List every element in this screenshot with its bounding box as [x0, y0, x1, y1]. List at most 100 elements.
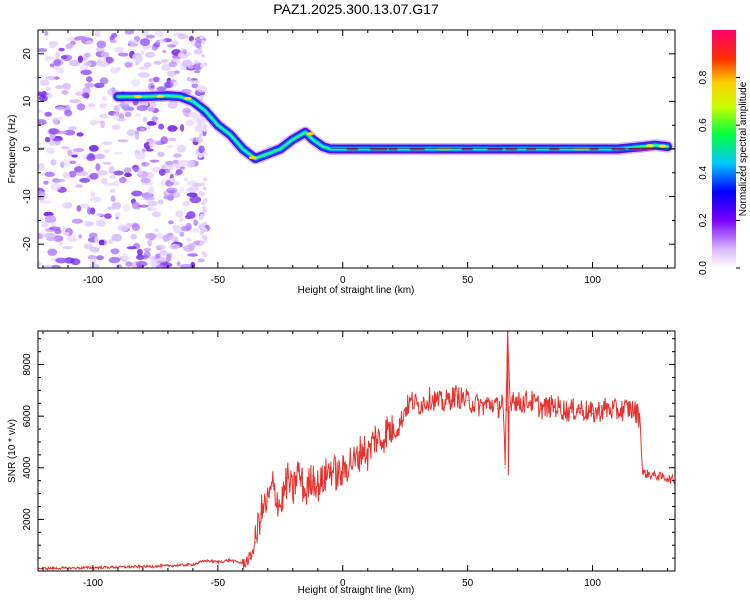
- noise-blob: [143, 254, 149, 260]
- noise-blob: [100, 51, 110, 58]
- noise-blob: [135, 113, 141, 117]
- noise-blob: [195, 117, 206, 125]
- noise-blob: [140, 104, 147, 109]
- colorbar-gradient: [712, 30, 736, 268]
- noise-blob: [194, 40, 202, 49]
- snr-point: [502, 397, 504, 399]
- snr-point: [304, 493, 306, 495]
- snr-point: [312, 474, 314, 477]
- y-tick-label: 8000: [22, 353, 33, 376]
- noise-blob: [132, 201, 139, 210]
- noise-blob: [76, 170, 89, 177]
- noise-blob: [140, 50, 145, 55]
- noise-blob: [198, 216, 203, 221]
- noise-blob: [94, 31, 101, 37]
- noise-blob: [183, 177, 189, 182]
- noise-blob: [62, 172, 71, 179]
- noise-blob: [200, 230, 205, 235]
- x-tick-label: 100: [584, 578, 601, 589]
- noise-blob: [71, 218, 84, 224]
- noise-blob: [68, 170, 77, 178]
- noise-blob: [85, 40, 94, 45]
- noise-blob: [80, 203, 90, 209]
- ridge-peak: [658, 144, 667, 148]
- snr-xlabel: Height of straight line (km): [298, 585, 415, 596]
- noise-blob: [154, 30, 165, 37]
- snr-panel: -100 -50 0 50 100 2000 4000 6000 8000 Height of …: [7, 330, 676, 596]
- noise-blob: [147, 207, 153, 212]
- noise-blob: [69, 160, 77, 165]
- noise-blob: [111, 124, 121, 130]
- noise-blob: [64, 129, 76, 136]
- x-tick-label: -50: [211, 578, 226, 589]
- noise-blob: [111, 32, 118, 38]
- noise-blob: [101, 141, 113, 146]
- noise-blob: [75, 35, 87, 41]
- noise-blob: [50, 182, 62, 191]
- snr-axes: -100 -50 0 50 100 2000 4000 6000 8000: [22, 331, 675, 589]
- snr-point: [287, 477, 289, 479]
- noise-blob: [41, 220, 49, 228]
- noise-blob: [174, 172, 181, 176]
- noise-blob: [114, 212, 121, 218]
- noise-blob: [64, 231, 70, 237]
- noise-blob: [168, 61, 178, 68]
- noise-blob: [100, 177, 108, 185]
- noise-blob: [111, 202, 122, 210]
- x-tick-label: -50: [211, 275, 226, 286]
- colorbar-label: Normalized spectral amplitude: [738, 81, 749, 216]
- noise-blob: [82, 86, 91, 95]
- noise-blob: [89, 246, 100, 253]
- noise-blob: [203, 236, 208, 241]
- snr-point: [629, 407, 631, 409]
- snr-content: [38, 331, 675, 571]
- noise-blob: [65, 43, 73, 49]
- noise-blob: [38, 163, 45, 171]
- noise-blob: [147, 239, 153, 247]
- noise-blob: [60, 55, 68, 59]
- noise-blob: [124, 111, 132, 118]
- noise-blob: [95, 163, 101, 171]
- noise-blob: [43, 180, 49, 185]
- noise-blob: [55, 257, 67, 264]
- chart-title: PAZ1.2025.300.13.07.G17: [273, 1, 439, 17]
- ridge-peak: [646, 144, 654, 148]
- noise-blob: [193, 59, 200, 66]
- snr-point: [249, 557, 251, 559]
- noise-blob: [148, 141, 157, 148]
- noise-blob: [113, 105, 120, 113]
- snr-point: [511, 394, 514, 397]
- noise-blob: [140, 127, 145, 132]
- noise-blob: [136, 265, 143, 268]
- noise-blob: [47, 248, 58, 256]
- noise-blob: [176, 144, 187, 153]
- noise-blob: [158, 168, 166, 176]
- noise-blob: [192, 228, 199, 233]
- noise-blob: [76, 205, 82, 212]
- noise-blob: [179, 217, 184, 223]
- ridge-peak: [133, 95, 142, 99]
- noise-blob: [200, 192, 205, 197]
- noise-blob: [186, 192, 198, 198]
- noise-blob: [166, 187, 178, 194]
- noise-blob: [203, 123, 208, 128]
- noise-blob: [61, 158, 73, 167]
- colorbar-tick-label: 0.0: [698, 261, 709, 275]
- noise-blob: [163, 81, 174, 89]
- noise-blob: [162, 234, 170, 242]
- noise-blob: [138, 171, 143, 175]
- noise-blob: [202, 209, 207, 214]
- noise-blob: [134, 152, 146, 160]
- noise-blob: [62, 246, 73, 250]
- noise-blob: [44, 171, 55, 177]
- noise-blob: [142, 116, 148, 123]
- noise-blob: [124, 172, 132, 178]
- noise-blob: [148, 82, 155, 91]
- noise-blob: [187, 253, 199, 257]
- snr-point: [467, 400, 469, 402]
- noise-blob: [201, 53, 205, 58]
- snr-point: [579, 407, 581, 409]
- noise-blob: [167, 44, 176, 48]
- ridge-band: [117, 94, 669, 160]
